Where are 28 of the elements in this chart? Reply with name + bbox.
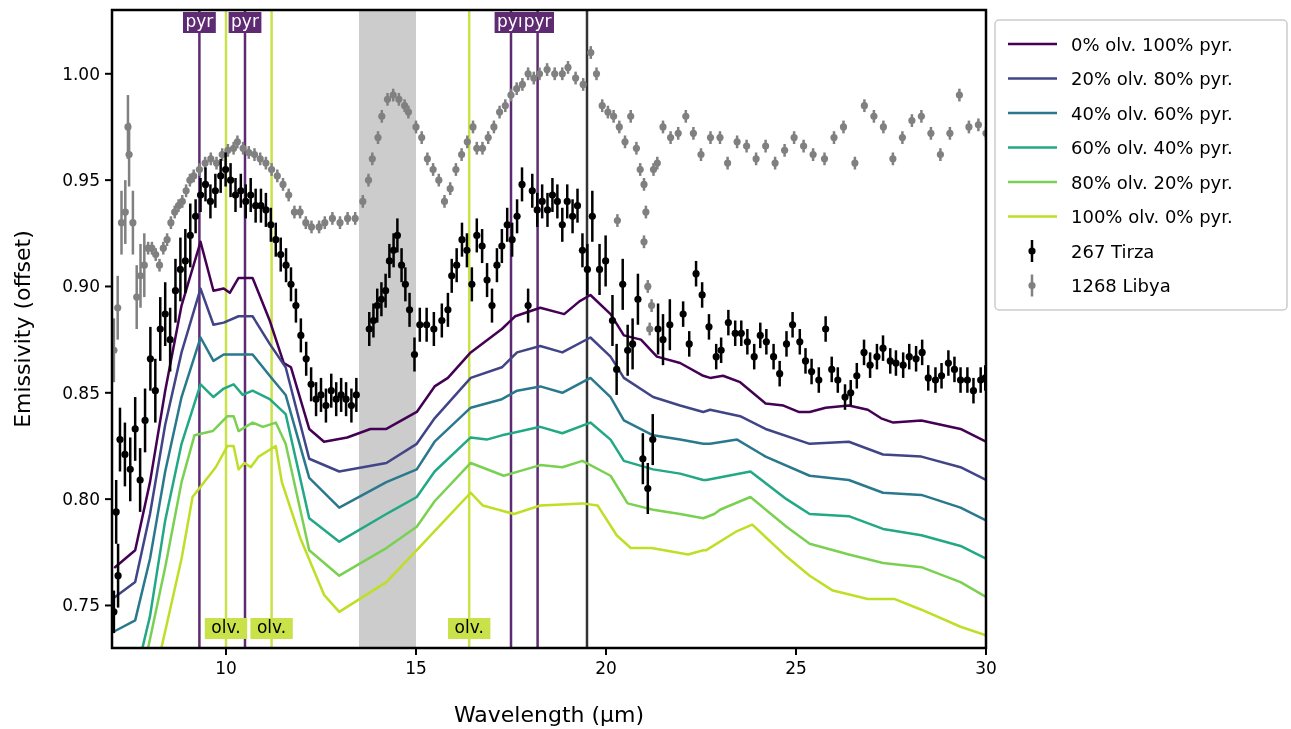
x-tick-label: 20: [595, 658, 617, 678]
ref-line-label: pyr: [185, 11, 214, 31]
legend-label: 100% olv. 0% pyr.: [1071, 206, 1233, 227]
y-tick-label: 0.95: [62, 170, 100, 191]
legend-label: 20% olv. 80% pyr.: [1071, 68, 1233, 89]
y-tick-label: 0.85: [62, 382, 100, 403]
ref-line-label: pyr: [497, 11, 525, 31]
ref-line-label: olv.: [256, 617, 287, 637]
legend-label: 80% olv. 20% pyr.: [1071, 171, 1233, 193]
y-tick-label: 0.90: [62, 276, 100, 297]
ref-line-label: pyr: [231, 11, 259, 31]
ref-line-label: pyr: [523, 11, 552, 31]
legend-label: 267 Tirza: [1071, 240, 1155, 262]
y-tick-label: 1.00: [62, 63, 100, 84]
y-tick-label: 0.80: [62, 489, 100, 510]
x-axis-title: Wavelength (μm): [453, 702, 645, 727]
x-tick-label: 15: [405, 658, 427, 678]
y-axis-title: Emissivity (offset): [10, 230, 35, 428]
legend-label: 40% olv. 60% pyr.: [1071, 102, 1233, 124]
x-tick-label: 10: [215, 658, 237, 678]
legend-label: 1268 Libya: [1071, 275, 1171, 296]
ref-line-label: olv.: [454, 617, 484, 637]
x-tick-label: 25: [785, 658, 807, 678]
legend-label: 0% olv. 100% pyr.: [1071, 33, 1233, 55]
x-tick-label: 30: [975, 658, 997, 678]
ref-line-label: olv.: [211, 617, 241, 637]
y-tick-label: 0.75: [62, 595, 100, 616]
legend-label: 60% olv. 40% pyr.: [1071, 137, 1233, 158]
